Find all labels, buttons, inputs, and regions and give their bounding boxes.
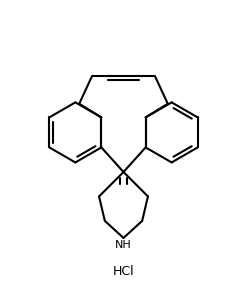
- Text: NH: NH: [115, 240, 132, 250]
- Text: HCl: HCl: [113, 265, 134, 278]
